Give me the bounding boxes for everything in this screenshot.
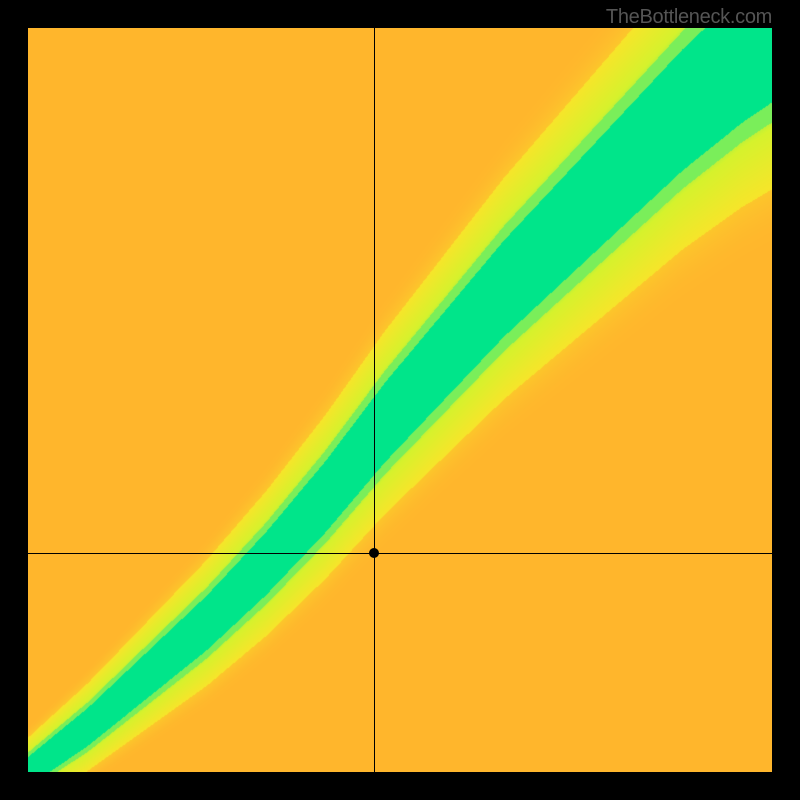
watermark-text: TheBottleneck.com	[606, 6, 772, 29]
heatmap-canvas	[28, 28, 772, 772]
heatmap-plot	[28, 28, 772, 772]
crosshair-horizontal	[28, 553, 772, 554]
crosshair-marker	[369, 548, 379, 558]
crosshair-vertical	[374, 28, 375, 772]
